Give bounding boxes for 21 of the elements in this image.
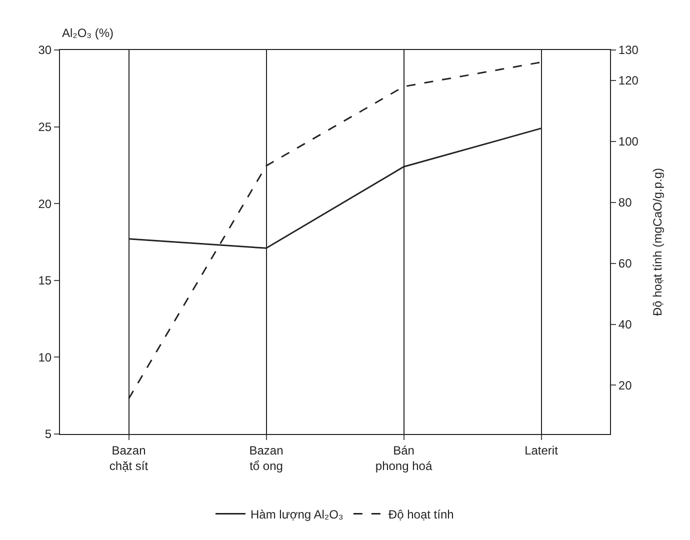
- y-tick-label: 5: [44, 427, 52, 442]
- x-tick-label: Bán phong hoá: [375, 443, 432, 473]
- y-tick-label: 20: [38, 196, 52, 211]
- y-axis-title: Al₂O₃ (%): [62, 26, 114, 40]
- legend-label: Độ hoạt tính: [388, 507, 454, 522]
- y2-tick-label: 20: [618, 378, 632, 392]
- y-tick-label: 10: [38, 350, 52, 364]
- y-tick-label: 25: [38, 120, 52, 134]
- y2-tick-label: 130: [618, 43, 639, 58]
- legend-label: Hàm lượng Al₂O₃: [250, 507, 344, 522]
- y2-tick-label: 60: [618, 256, 632, 271]
- y2-tick-label: 100: [618, 134, 639, 149]
- y2-axis-title: Độ hoạt tính (mgCaO/g.p.g): [650, 168, 665, 316]
- y-tick-label: 15: [38, 274, 52, 288]
- y2-tick-label: 80: [618, 196, 632, 210]
- x-tick-label: Bazan tổ ong: [249, 443, 284, 473]
- y2-tick-label: 120: [618, 74, 639, 88]
- x-tick-label: Laterit: [524, 443, 559, 458]
- y2-tick-label: 40: [618, 317, 632, 332]
- y-tick-label: 30: [38, 43, 52, 58]
- x-tick-label: Bazan chặt sít: [109, 443, 149, 473]
